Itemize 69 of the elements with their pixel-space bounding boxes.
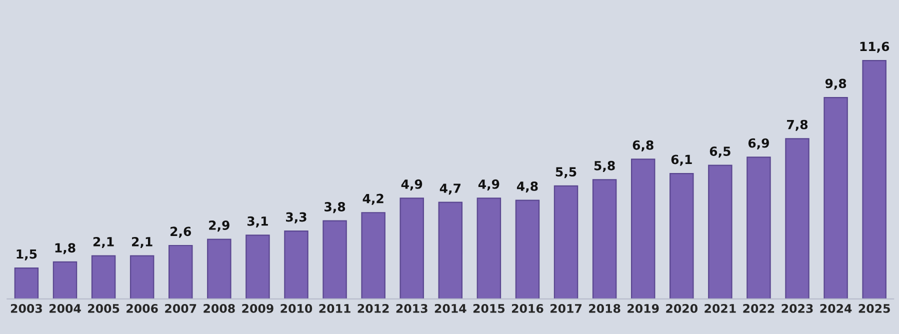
data-label: 4,9 (401, 179, 422, 190)
data-label: 3,3 (286, 212, 306, 224)
bar (361, 212, 386, 299)
x-tick-label: 2020 (666, 304, 698, 313)
data-label: 7,8 (787, 120, 808, 131)
data-label: 4,9 (478, 179, 500, 190)
bar (746, 156, 771, 299)
data-label: 1,8 (55, 243, 76, 254)
x-tick-label: 2017 (550, 304, 582, 313)
data-label: 9,8 (825, 78, 846, 90)
data-label: 6,8 (632, 140, 654, 152)
x-tick-label: 2014 (434, 304, 466, 313)
data-label: 2,1 (93, 236, 114, 248)
bar (708, 164, 732, 299)
x-tick-label: 2013 (396, 304, 428, 313)
bar (476, 198, 502, 299)
bar (284, 230, 308, 299)
data-label: 2,9 (209, 220, 230, 232)
x-tick-label: 2023 (782, 304, 813, 313)
bar (554, 185, 578, 299)
bar (14, 268, 39, 299)
data-label: 3,1 (247, 216, 268, 228)
bar (785, 138, 810, 299)
bar (168, 244, 193, 299)
x-tick-label: 2024 (820, 304, 852, 313)
x-tick-label: 2008 (204, 304, 235, 313)
data-label: 4,2 (362, 194, 384, 205)
data-label: 2,6 (170, 226, 192, 238)
data-label: 3,8 (324, 202, 346, 214)
x-tick-label: 2025 (858, 304, 890, 313)
bar (246, 234, 270, 299)
bar (515, 200, 540, 299)
x-tick-label: 2011 (319, 304, 350, 313)
bar (207, 238, 232, 299)
x-tick-label: 2022 (743, 304, 774, 313)
x-tick-label: 2007 (165, 304, 196, 313)
data-label: 6,9 (748, 138, 769, 150)
data-label: 6,1 (671, 154, 692, 166)
bar (438, 202, 463, 299)
data-label: 5,8 (594, 160, 615, 172)
bar (630, 158, 656, 299)
x-tick-label: 2003 (10, 304, 42, 313)
x-tick-label: 2018 (589, 304, 620, 313)
data-label: 2,1 (132, 236, 152, 248)
bar (91, 255, 116, 299)
bar (592, 179, 617, 299)
x-tick-label: 2005 (88, 304, 120, 313)
x-tick-label: 2009 (242, 304, 274, 313)
x-tick-label: 2021 (704, 304, 736, 313)
x-tick-label: 2004 (50, 304, 81, 313)
bar (824, 96, 848, 299)
x-tick-label: 2016 (512, 304, 544, 313)
data-label: 5,5 (556, 167, 576, 178)
x-tick-label: 2019 (628, 304, 659, 313)
data-label: 1,5 (16, 249, 37, 260)
bar (52, 261, 78, 299)
x-tick-label: 2006 (126, 304, 158, 313)
bar (862, 60, 886, 299)
data-label: 4,7 (440, 184, 460, 195)
bar (130, 255, 154, 299)
data-label: 11,6 (860, 42, 890, 53)
data-label: 4,8 (516, 181, 538, 193)
bar (670, 173, 694, 299)
data-label: 6,5 (710, 146, 730, 158)
bar (322, 220, 347, 299)
bar (400, 198, 424, 299)
x-tick-label: 2010 (280, 304, 312, 313)
x-tick-label: 2012 (358, 304, 389, 313)
x-tick-label: 2015 (473, 304, 505, 313)
